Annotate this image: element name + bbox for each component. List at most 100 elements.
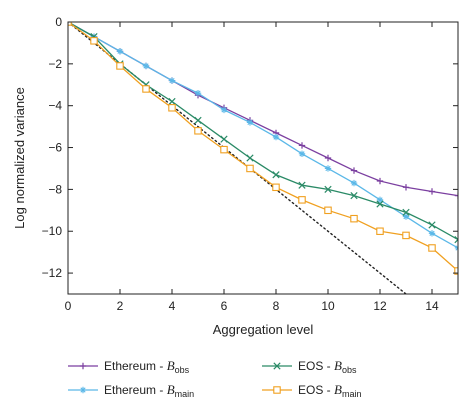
data-point <box>168 77 176 84</box>
data-point <box>376 196 384 204</box>
legend-subscript: main <box>175 389 195 399</box>
x-tick-label: 6 <box>221 299 228 313</box>
data-point <box>142 62 150 70</box>
y-axis-label: Log normalized variance <box>12 87 27 229</box>
plot-frame <box>67 21 459 295</box>
data-point <box>428 244 436 252</box>
data-point <box>324 185 332 194</box>
data-point <box>194 116 202 124</box>
legend-subscript: obs <box>342 365 357 375</box>
legend-symbol: B <box>167 358 175 373</box>
data-point <box>246 154 254 162</box>
data-point <box>376 200 384 208</box>
plot-area <box>68 22 458 294</box>
series-1 <box>68 22 458 252</box>
data-point <box>220 106 228 114</box>
legend-entry: Ethereum - Bmain <box>68 382 194 399</box>
data-point <box>90 37 98 45</box>
data-point <box>220 145 228 154</box>
legend-label: EOS - Bmain <box>298 382 361 399</box>
data-point <box>246 164 254 173</box>
data-point <box>142 85 150 93</box>
y-tick-label: −2 <box>48 57 62 71</box>
series-line <box>68 22 458 241</box>
series-2 <box>68 22 458 244</box>
series-line <box>68 22 458 249</box>
legend-prefix: EOS - <box>298 383 334 397</box>
data-point <box>272 171 280 179</box>
data-point <box>402 213 410 220</box>
y-tick-label: −10 <box>42 224 63 238</box>
y-tick-label: −4 <box>48 99 62 113</box>
data-point <box>428 230 436 237</box>
data-point <box>402 231 410 240</box>
legend-marker <box>79 386 87 394</box>
data-point <box>194 89 202 97</box>
legend-entry: Ethereum - Bobs <box>68 358 190 375</box>
data-point <box>272 133 280 141</box>
legend-label: Ethereum - Bobs <box>104 358 190 375</box>
series-line <box>68 22 458 272</box>
data-point <box>350 167 358 174</box>
x-tick-label: 14 <box>425 299 439 313</box>
x-tick-label: 10 <box>321 299 335 313</box>
data-point <box>298 150 306 158</box>
data-point <box>402 208 410 217</box>
data-point <box>272 183 280 192</box>
series-0 <box>68 22 458 199</box>
legend-subscript: obs <box>175 365 190 375</box>
data-point <box>220 135 228 143</box>
data-point <box>454 235 458 244</box>
data-point <box>324 154 332 162</box>
x-tick-label: 8 <box>273 299 280 313</box>
data-point <box>454 192 458 199</box>
y-tick-label: −12 <box>42 266 63 280</box>
x-axis-label: Aggregation level <box>213 322 314 337</box>
y-tick-label: −8 <box>48 182 62 196</box>
x-tick-label: 4 <box>169 299 176 313</box>
data-point <box>194 127 202 135</box>
data-point <box>350 192 358 200</box>
y-tick-label: 0 <box>55 15 62 29</box>
data-point <box>246 119 254 126</box>
data-point <box>298 196 306 204</box>
data-point <box>324 206 332 215</box>
data-point <box>350 179 358 187</box>
data-point <box>428 221 436 229</box>
data-point <box>116 48 124 55</box>
legend-subscript: main <box>342 389 362 399</box>
x-tick-label: 2 <box>117 299 124 313</box>
data-point <box>298 181 306 189</box>
legend-symbol: B <box>167 382 175 397</box>
data-point <box>324 165 332 172</box>
legend-symbol: B <box>334 382 342 397</box>
data-point <box>168 97 176 106</box>
data-point <box>298 142 306 149</box>
y-tick-label: −6 <box>48 141 62 155</box>
legend-symbol: B <box>334 358 342 373</box>
legend-label: Ethereum - Bmain <box>104 382 194 399</box>
legend-entry: EOS - Bmain <box>262 382 361 399</box>
legend-prefix: Ethereum - <box>104 359 167 373</box>
legend-prefix: Ethereum - <box>104 383 167 397</box>
x-tick-label: 0 <box>65 299 72 313</box>
legend-marker <box>79 362 87 370</box>
series-3 <box>68 22 458 275</box>
data-point <box>116 62 124 70</box>
legend-marker <box>273 362 281 370</box>
legend-label: EOS - Bobs <box>298 358 357 375</box>
x-tick-label: 12 <box>373 299 387 313</box>
data-point <box>376 227 384 235</box>
legend-marker <box>273 386 281 394</box>
data-point <box>350 214 358 223</box>
data-point <box>428 188 436 195</box>
axes: 0 2 4 6 8 10 12 14 0 −2 −4 −6 −8 −10 −12 <box>42 15 459 313</box>
series-line <box>68 22 458 197</box>
data-point <box>376 177 384 185</box>
data-point <box>402 184 410 191</box>
legend-entry: EOS - Bobs <box>262 358 357 375</box>
data-point <box>168 104 176 112</box>
legend-prefix: EOS - <box>298 359 334 373</box>
